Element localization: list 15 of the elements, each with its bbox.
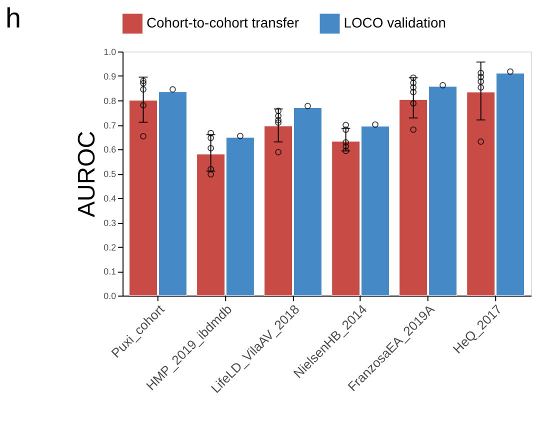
y-tick-label: 0.7 — [104, 120, 116, 130]
y-tick-label: 0.1 — [104, 266, 116, 277]
y-tick-label: 0.5 — [104, 169, 116, 180]
y-tick-label: 0.8 — [104, 96, 116, 106]
y-tick-label: 0.9 — [104, 71, 116, 82]
chart-title: h — [5, 2, 21, 34]
y-tick-label: 0.3 — [104, 218, 116, 228]
y-axis-title: AUROC — [74, 130, 101, 218]
y-tick-label: 0.6 — [104, 144, 116, 155]
y-tick-label: 0.2 — [104, 242, 116, 252]
legend-label: Cohort-to-cohort transfer — [146, 14, 300, 31]
y-tick-label: 0.4 — [104, 194, 116, 204]
legend-label: LOCO validation — [344, 14, 446, 31]
y-tick-label: 1.0 — [104, 47, 116, 58]
y-tick-label: 0.0 — [104, 291, 116, 302]
